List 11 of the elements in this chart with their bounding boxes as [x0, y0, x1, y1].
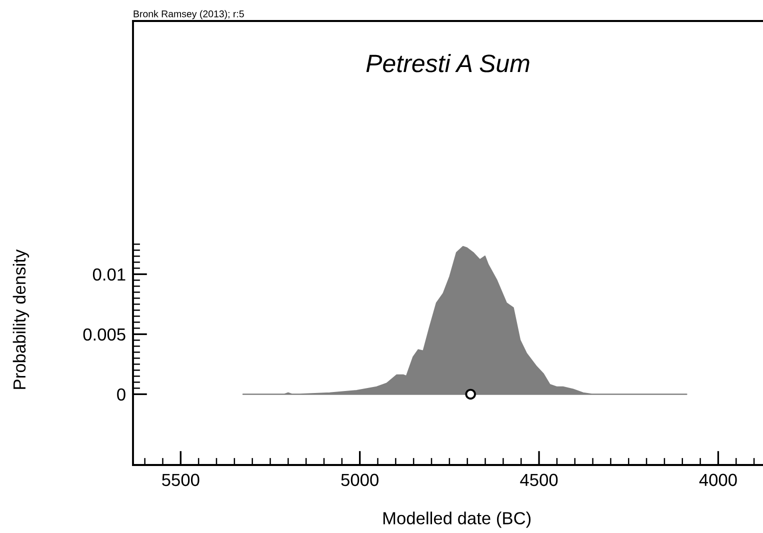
y-tick-label: 0 [117, 388, 126, 401]
text: Petresti A Sum [366, 54, 530, 72]
x-tick-label: 4000 [699, 474, 737, 486]
y-tick-label: 0.01 [92, 268, 126, 281]
x-tick-label: 4500 [520, 474, 558, 486]
x-tick-label: 5500 [162, 474, 200, 486]
x-axis-title: Modelled date (BC) [383, 512, 531, 528]
y-axis-title: Probability density [12, 249, 30, 389]
y-tick-label: 0.005 [83, 328, 126, 341]
x-tick-label: 5000 [341, 474, 378, 486]
text: Bronk Ramsey (2013); r:5 [134, 10, 244, 20]
